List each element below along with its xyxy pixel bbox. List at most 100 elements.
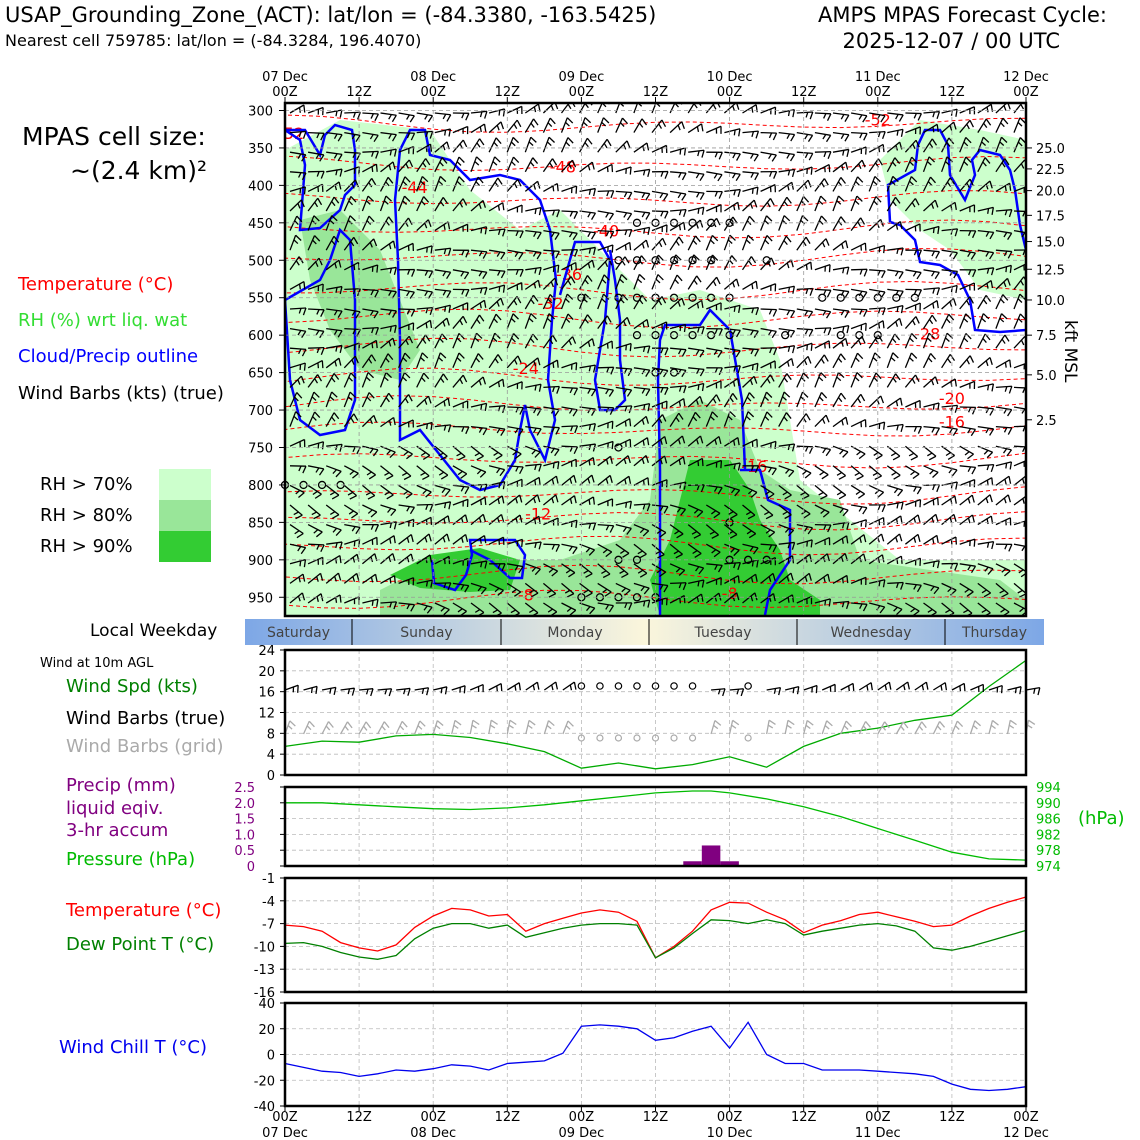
barb-flag	[946, 141, 951, 147]
barb-flag	[828, 598, 832, 607]
barb-flag	[311, 511, 317, 516]
wind-barb	[506, 582, 522, 597]
barb-flag	[500, 121, 505, 130]
barb-staff	[633, 118, 643, 133]
barb-flag	[604, 261, 609, 267]
barb-flag	[852, 683, 855, 692]
barb-flag	[639, 528, 645, 534]
barb-staff	[850, 159, 863, 173]
barb-flag	[678, 401, 682, 407]
barb-flag	[417, 725, 423, 730]
wind-barb	[760, 308, 778, 317]
wind-barb	[651, 210, 669, 219]
barb-flag	[715, 579, 718, 585]
barb-flag	[659, 584, 664, 590]
barb-staff	[395, 721, 403, 735]
barb-flag	[591, 474, 595, 483]
barb-staff	[506, 119, 518, 134]
barb-flag	[1001, 568, 1007, 573]
barb-flag	[914, 128, 917, 135]
barb-flag	[967, 407, 972, 413]
barb-flag	[1023, 187, 1025, 193]
wind-ytick-label: 16	[258, 686, 275, 701]
barb-staff	[615, 438, 631, 447]
wind-barb-true	[711, 688, 726, 697]
barb-staff	[959, 479, 975, 487]
wind-barb	[651, 321, 668, 330]
wind-barb	[633, 103, 646, 114]
barb-flag	[607, 500, 609, 507]
barb-flag	[584, 318, 589, 324]
wind-barb	[307, 572, 324, 584]
barb-flag	[392, 240, 396, 249]
barb-flag	[408, 324, 410, 331]
barb-flag	[805, 236, 811, 244]
barb-staff	[724, 543, 740, 551]
wind-barb	[289, 592, 306, 604]
bottom-time-tick-label: 00Z	[865, 1110, 891, 1125]
barb-staff	[814, 327, 831, 330]
barb-flag	[482, 271, 488, 280]
barb-staff	[724, 504, 738, 516]
wind-barb-grid	[951, 720, 964, 735]
barb-staff	[470, 138, 481, 153]
barb-flag	[665, 145, 668, 153]
barb-flag	[701, 383, 705, 392]
barb-flag	[907, 681, 910, 690]
barb-flag	[932, 227, 935, 234]
top-time-tick-label: 00Z	[865, 85, 891, 100]
wind-barb	[869, 421, 886, 430]
wind-barb	[524, 357, 541, 369]
barb-flag	[967, 498, 971, 504]
barb-flag	[552, 362, 555, 368]
wind-barb	[488, 313, 502, 329]
barb-staff	[525, 541, 542, 545]
bottom-time-tick-label: 00Z	[717, 1110, 743, 1125]
barb-flag	[659, 369, 664, 375]
barb-staff	[977, 463, 994, 467]
barb-flag	[384, 472, 390, 476]
wind-barb-grid	[414, 720, 426, 735]
barb-flag	[877, 491, 885, 498]
wind-barb	[941, 582, 957, 596]
barb-flag	[879, 606, 886, 614]
wind-barb	[416, 352, 429, 369]
barb-flag	[608, 605, 615, 613]
barb-flag	[371, 178, 377, 186]
barb-flag	[531, 566, 537, 572]
barb-staff	[687, 395, 701, 408]
barb-flag	[295, 234, 302, 241]
barb-flag	[737, 462, 741, 471]
barb-flag	[679, 149, 682, 155]
barb-flag	[371, 539, 374, 545]
barb-staff	[416, 554, 431, 565]
barb-flag	[335, 287, 338, 293]
barb-flag	[715, 462, 718, 468]
barb-flag	[514, 565, 519, 571]
barb-staff	[633, 543, 647, 555]
barb-flag	[575, 520, 578, 528]
barb-flag	[809, 111, 814, 120]
barb-staff	[579, 522, 596, 526]
barb-flag	[447, 248, 452, 256]
kft-tick-label: 7.5	[1036, 329, 1057, 344]
barb-flag	[426, 247, 428, 253]
wind-barb	[362, 598, 379, 607]
barb-flag	[989, 428, 995, 436]
wind-barb-true	[933, 682, 948, 691]
barb-staff	[542, 334, 554, 349]
barb-staff	[396, 687, 411, 691]
barb-flag	[999, 317, 1005, 323]
barb-flag	[683, 147, 687, 156]
wind-barb	[524, 476, 541, 486]
wind-barb	[633, 255, 647, 271]
barb-flag	[859, 309, 863, 315]
barb-flag	[1003, 497, 1007, 504]
barb-flag	[1020, 280, 1025, 286]
barb-flag	[828, 164, 831, 173]
bottom-date-label: 08 Dec	[410, 1126, 456, 1140]
barb-flag	[405, 163, 409, 169]
barb-flag	[1003, 427, 1008, 433]
barb-staff	[561, 519, 578, 526]
barb-staff	[597, 340, 613, 349]
